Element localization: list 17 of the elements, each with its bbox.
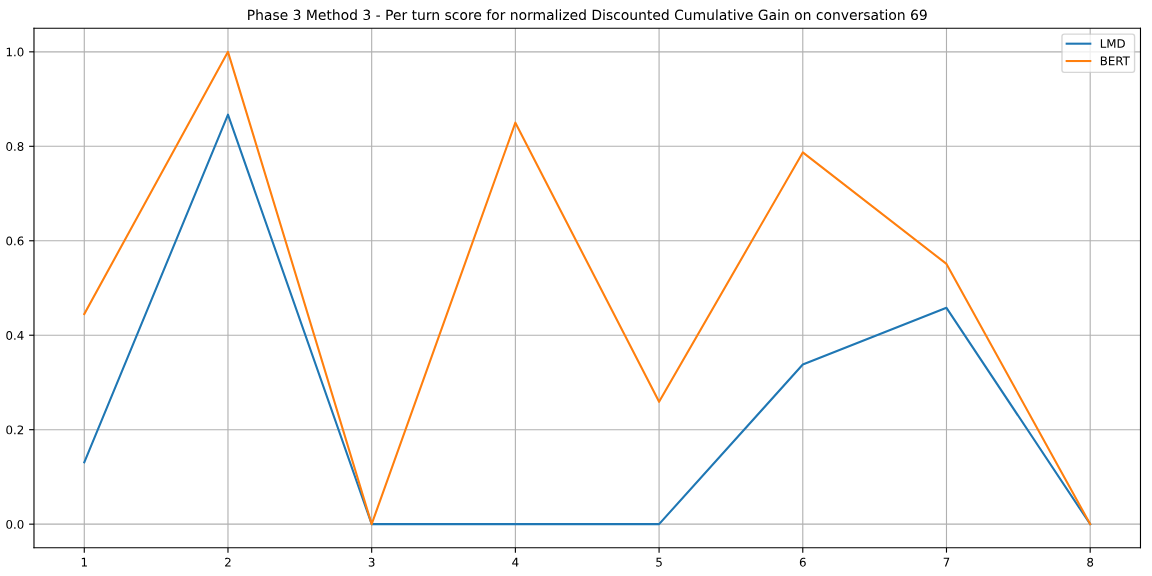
x-tick-label: 4 xyxy=(512,557,519,567)
x-tick-label: 5 xyxy=(656,557,662,567)
chart-title: Phase 3 Method 3 - Per turn score for normalized Discounted Cumulative Gain on conversation 69 xyxy=(248,9,927,21)
y-tick-label: 0.0 xyxy=(6,519,24,529)
x-tick-label: 3 xyxy=(368,557,375,567)
x-tick-label: 6 xyxy=(799,557,806,567)
y-tick-label: 0.4 xyxy=(6,330,24,340)
x-tick-label: 1 xyxy=(81,557,87,567)
x-tick-label: 2 xyxy=(225,557,231,567)
y-tick-label: 0.6 xyxy=(6,236,24,246)
y-tick-label: 0.2 xyxy=(6,425,24,435)
legend-label: BERT xyxy=(1100,56,1130,66)
y-tick-label: 0.8 xyxy=(6,142,24,151)
x-tick-label: 7 xyxy=(943,557,950,567)
x-tick-label: 8 xyxy=(1087,557,1094,567)
y-tick-label: 1.0 xyxy=(6,47,24,57)
legend-label: LMD xyxy=(1100,39,1125,48)
